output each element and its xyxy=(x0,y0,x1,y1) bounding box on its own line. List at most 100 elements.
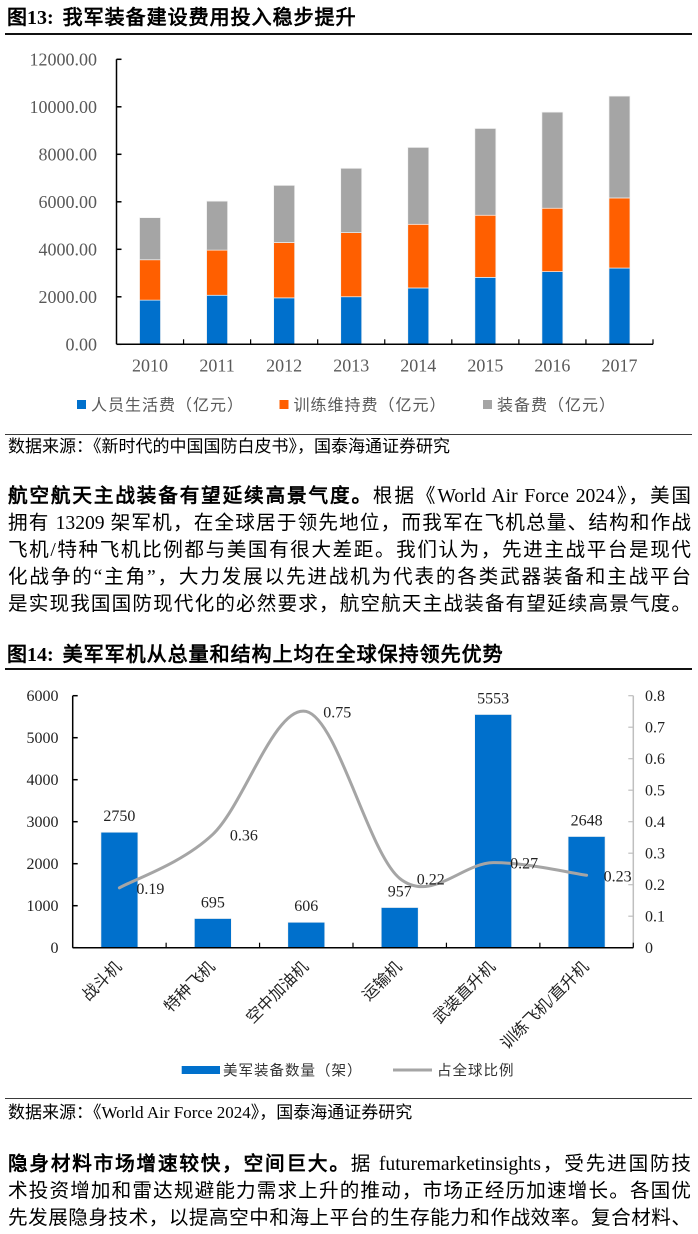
line-value-label: 0.23 xyxy=(604,868,632,885)
paragraph-line: 航空航天主战装备有望延续高景气度。根据《World Air Force 2024… xyxy=(8,483,691,510)
legend-label: 占全球比例 xyxy=(437,1062,515,1080)
secondary-y-tick-label: 0.2 xyxy=(645,877,665,894)
y-tick-label: 2000 xyxy=(27,856,59,873)
x-tick-label: 2016 xyxy=(534,355,570,375)
paragraph-stealth-materials: 隐身材料市场增速较快，空间巨大。据 futuremarketinsights，受… xyxy=(8,1151,691,1232)
x-category-label: 空中加油机 xyxy=(243,958,312,1027)
line-value-label: 0.36 xyxy=(230,827,258,844)
figure-14-bottom-rule xyxy=(5,1098,692,1099)
bar-segment xyxy=(541,111,564,209)
figure-13-caption: 我军装备建设费用投入稳步提升 xyxy=(62,7,357,29)
figure-13-label: 图13: xyxy=(7,7,54,29)
line-value-label: 0.27 xyxy=(510,856,538,873)
bar-value-label: 2648 xyxy=(571,812,603,829)
y-tick-label: 2000.00 xyxy=(39,287,98,307)
paragraph-line: 是实现我国国防现代化的必然要求，航空航天主战装备有望延续高景气度。 xyxy=(8,594,691,615)
figure-14-title-rule xyxy=(5,668,692,670)
figure-13-bottom-rule xyxy=(5,434,692,435)
line-value-label: 0.22 xyxy=(417,871,445,888)
bar-stack xyxy=(340,167,363,345)
secondary-y-tick-label: 0.6 xyxy=(645,751,665,768)
bar-segment xyxy=(273,242,296,299)
bar-value-label: 2750 xyxy=(103,808,135,825)
bar-segment xyxy=(273,297,296,345)
bar-segment xyxy=(474,214,497,278)
y-tick-label: 0 xyxy=(51,940,59,957)
bar-segment xyxy=(340,232,363,298)
figure-13-title: 图13: 我军装备建设费用投入稳步提升 xyxy=(7,5,357,31)
bar-segment xyxy=(541,271,564,345)
bar-value-label: 5553 xyxy=(477,690,509,707)
bar-segment xyxy=(340,296,363,345)
figure-14-source: 数据来源：《World Air Force 2024》，国泰海通证券研究 xyxy=(8,1103,413,1122)
paragraph-text: 根据《World Air Force 2024》，美国 xyxy=(372,486,691,507)
bar-segment xyxy=(608,95,631,199)
y-tick-label: 6000 xyxy=(27,688,59,705)
secondary-y-tick-label: 0.4 xyxy=(645,814,665,831)
bar-segment xyxy=(139,299,161,345)
line-value-label: 0.75 xyxy=(323,704,351,721)
bar-value-label: 606 xyxy=(294,898,318,915)
x-category-label: 战斗机 xyxy=(79,958,126,1005)
y-tick-label: 1000 xyxy=(27,898,59,915)
bar-segment xyxy=(139,217,161,261)
bar-value-label: 957 xyxy=(388,884,412,901)
stacked-bar-chart-defense-spending: 2010 2011 2012 2013 2014 2015 2016 2017 0.00 2000… xyxy=(30,49,654,415)
x-tick-label: 2017 xyxy=(601,355,637,375)
paragraph-line: 术投资增加和雷达规避能力需求上升的推动，市场正经历加速增长。各国优 xyxy=(8,1181,691,1202)
bar xyxy=(474,714,512,949)
paragraph-line: 飞机/特种飞机比例都与美国有很大差距。我们认为，先进主战平台是现代 xyxy=(8,540,691,561)
x-tick-label: 2011 xyxy=(199,355,234,375)
paragraph-line: 拥有 13209 架军机，在全球居于领先地位，而我军在飞机总量、结构和作战 xyxy=(8,513,691,534)
line-value-label: 0.19 xyxy=(136,881,164,898)
bar-stack xyxy=(206,200,228,345)
secondary-y-tick-label: 0.5 xyxy=(645,783,665,800)
bar xyxy=(287,921,326,949)
legend-label: 美军装备数量（架） xyxy=(223,1063,363,1080)
x-category-label: 特种飞机 xyxy=(161,958,219,1016)
bar xyxy=(194,918,232,949)
bar-stack xyxy=(407,147,430,345)
paragraph-aerospace: 航空航天主战装备有望延续高景气度。根据《World Air Force 2024… xyxy=(8,483,691,618)
bar-segment xyxy=(407,223,430,289)
y-tick-label: 5000 xyxy=(27,730,59,747)
legend: 人员生活费（亿元） 训练维持费（亿元） 装备费（亿元） xyxy=(77,397,616,415)
secondary-y-tick-label: 0.7 xyxy=(645,720,665,737)
bar-segment xyxy=(541,207,564,272)
x-tick-label: 2012 xyxy=(266,355,302,375)
bar xyxy=(380,907,419,949)
bar-segment xyxy=(474,128,497,216)
figure-13-title-rule xyxy=(5,33,692,35)
bar-value-label: 695 xyxy=(201,895,225,912)
bar xyxy=(100,831,139,949)
bar-segment xyxy=(273,185,296,243)
paragraph-line: 隐身材料市场增速较快，空间巨大。据 futuremarketinsights，受… xyxy=(8,1151,691,1178)
legend-label: 装备费（亿元） xyxy=(497,397,616,415)
paragraph-text: 据 futuremarketinsights，受先进国防技 xyxy=(350,1154,691,1175)
secondary-y-tick-label: 0.1 xyxy=(645,909,665,926)
bar-segment xyxy=(608,197,631,269)
figure-14-caption: 美军军机从总量和结构上均在全球保持领先优势 xyxy=(62,644,504,666)
y-tick-label: 10000.00 xyxy=(30,97,98,117)
legend-swatch-bar xyxy=(181,1066,220,1074)
x-category-label: 训练飞机/直升机 xyxy=(497,958,592,1053)
paragraph-lead: 航空航天主战装备有望延续高景气度。 xyxy=(8,486,373,507)
bar-segment xyxy=(407,287,430,345)
x-tick-label: 2010 xyxy=(132,355,168,375)
bar-stack xyxy=(273,185,296,345)
y-tick-label: 8000.00 xyxy=(39,144,98,164)
figure-14-title: 图14: 美军军机从总量和结构上均在全球保持领先优势 xyxy=(7,642,504,668)
bar-segment xyxy=(139,259,161,301)
paragraph-lead: 隐身材料市场增速较快，空间巨大。 xyxy=(8,1154,351,1175)
figure-14-label: 图14: xyxy=(7,644,54,666)
stacked-bars xyxy=(139,95,631,345)
bar-segment xyxy=(206,294,228,345)
bar-stack xyxy=(474,128,497,345)
bar-segment xyxy=(206,200,228,251)
legend-label: 训练维持费（亿元） xyxy=(294,397,447,415)
bar-segment xyxy=(206,249,228,296)
bar-stack xyxy=(139,217,161,345)
secondary-y-tick-label: 0 xyxy=(645,940,653,957)
x-tick-label: 2015 xyxy=(467,355,503,375)
y-tick-label: 3000 xyxy=(27,814,59,831)
